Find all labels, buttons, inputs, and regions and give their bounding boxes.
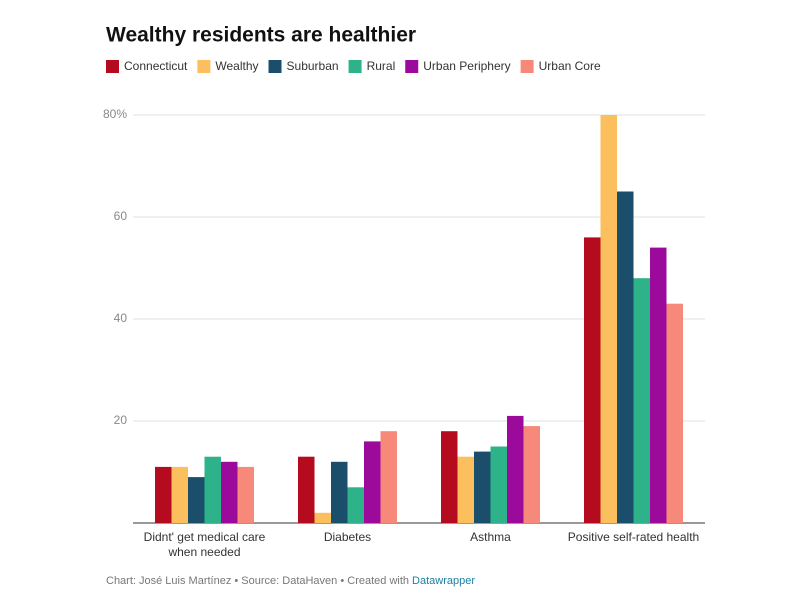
bar [188,477,205,523]
y-tick-label: 20 [114,413,128,427]
legend-swatch [268,60,282,73]
bar [523,426,540,523]
legend-label: Wealthy [215,59,258,73]
bar [155,466,172,523]
bar [204,456,221,523]
bar [490,446,507,523]
legend-label: Connecticut [124,59,188,73]
legend-label: Urban Core [539,59,601,73]
y-tick-label: 80% [103,107,127,121]
y-tick-label: 40 [114,311,128,325]
bar [364,441,381,523]
bar [314,512,331,523]
bar [633,278,650,523]
bar [298,456,315,523]
legend-swatch [520,60,534,73]
y-tick-label: 60 [114,209,128,223]
bar [584,237,601,523]
bar [457,456,474,523]
legend-label: Suburban [287,59,339,73]
bar [441,431,458,523]
x-tick-label: Asthma [470,530,511,544]
legend-swatch [405,60,419,73]
bar [237,466,254,523]
bar [171,466,188,523]
bar [221,461,238,523]
legend-swatch [106,60,119,73]
footer-link[interactable]: Datawrapper [412,575,475,587]
legend-label: Rural [367,59,396,73]
bar [617,191,634,523]
bar [347,487,364,523]
legend-swatch [197,60,211,73]
bar [380,431,397,523]
x-tick-label: Didnt' get medical care when needed [143,530,266,559]
footer: Chart: José Luis Martínez • Source: Data… [106,575,475,587]
bar [474,451,491,523]
x-tick-label: Positive self-rated health [567,530,700,544]
bar [650,247,667,523]
bar [666,303,683,523]
legend-swatch [348,60,362,73]
bar [331,461,348,523]
x-tick-label: Diabetes [323,530,372,544]
bar [600,115,617,523]
bar [507,415,524,523]
legend-label: Urban Periphery [423,59,510,73]
footer-text: Chart: José Luis Martínez • Source: Data… [106,575,410,587]
chart-title: Wealthy residents are healthier [106,24,416,47]
